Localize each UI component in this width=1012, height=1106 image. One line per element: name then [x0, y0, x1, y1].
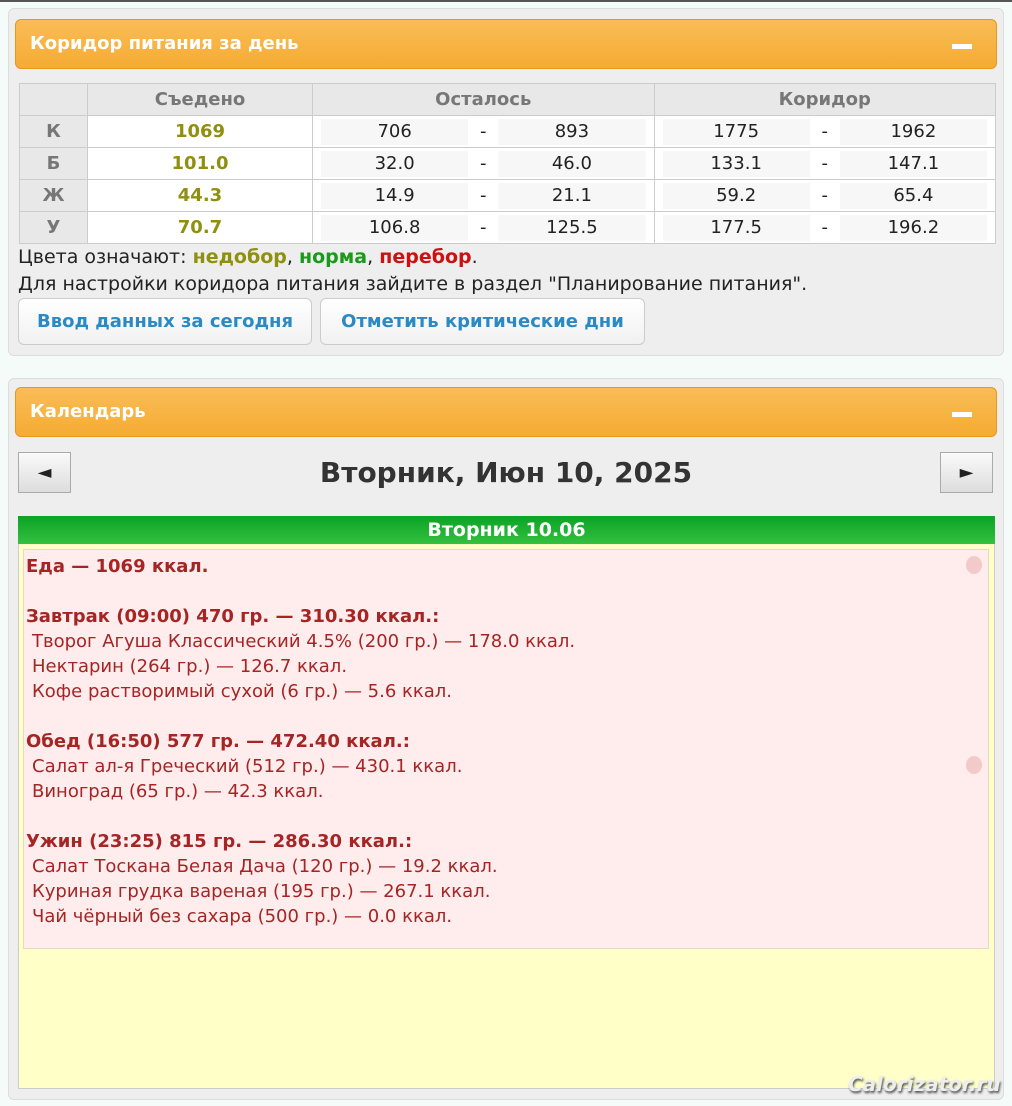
legend-under: недобор	[192, 246, 287, 268]
nutrient-label: Ж	[19, 179, 88, 212]
legend-norm: норма	[299, 246, 368, 268]
corridor-panel: Коридор питания за день Съедено Осталось К…	[8, 8, 1004, 356]
corridor-max: 1962	[839, 118, 987, 145]
meal-title: Завтрак (09:00) 470 гр. — 310.30 ккал.:	[26, 606, 440, 627]
eaten-value: 70.7	[87, 211, 313, 244]
day-header: Вторник 10.06	[18, 516, 995, 544]
collapse-icon[interactable]	[952, 44, 972, 49]
left-min: 14.9	[321, 182, 469, 209]
nutrient-label: К	[19, 115, 88, 148]
table-row: У 70.7 106.8-125.5 177.5-196.2	[19, 211, 996, 244]
left-max: 893	[498, 118, 646, 145]
left-max: 21.1	[498, 182, 646, 209]
food-item[interactable]: Чай чёрный без сахара (500 гр.) — 0.0 кк…	[32, 906, 453, 927]
food-item[interactable]: Нектарин (264 гр.) — 126.7 ккал.	[32, 656, 348, 677]
table-row: Ж 44.3 14.9-21.1 59.2-65.4	[19, 179, 996, 212]
left-max: 125.5	[498, 214, 646, 241]
range-dash: -	[480, 185, 487, 206]
food-item[interactable]: Виноград (65 гр.) — 42.3 ккал.	[32, 781, 324, 802]
corridor-min: 133.1	[662, 150, 810, 177]
calendar-panel: Календарь Вторник, Июн 10, 2025 ◄ ► Втор…	[8, 378, 1004, 1100]
corridor-header[interactable]: Коридор питания за день	[15, 19, 997, 69]
corridor-max: 147.1	[839, 150, 987, 177]
corridor-note: Для настройки коридора питания зайдите в…	[18, 273, 808, 295]
range-dash: -	[480, 153, 487, 174]
food-total: Еда — 1069 ккал.	[26, 556, 209, 577]
input-today-button[interactable]: Ввод данных за сегодня	[18, 298, 312, 345]
corridor-max: 196.2	[839, 214, 987, 241]
collapse-icon[interactable]	[952, 412, 972, 417]
food-item[interactable]: Кофе растворимый сухой (6 гр.) — 5.6 кка…	[32, 681, 453, 702]
corridor-min: 59.2	[662, 182, 810, 209]
day-content: Еда — 1069 ккал. Завтрак (09:00) 470 гр.…	[18, 544, 995, 1089]
range-dash: -	[821, 217, 829, 238]
corridor-table: Съедено Осталось Коридор К 1069 706-893 1775-…	[19, 83, 996, 244]
corridor-min: 1775	[662, 118, 810, 145]
col-header: Коридор	[653, 83, 996, 116]
eaten-value: 101.0	[87, 147, 313, 180]
prev-day-button[interactable]: ◄	[18, 452, 71, 493]
left-min: 706	[321, 118, 469, 145]
range-dash: -	[480, 121, 487, 142]
left-min: 32.0	[321, 150, 469, 177]
meal-title: Ужин (23:25) 815 гр. — 286.30 ккал.:	[26, 831, 413, 852]
color-legend: Цвета означают: недобор, норма, перебор.	[18, 246, 478, 268]
col-header: Съедено	[87, 83, 313, 116]
food-item[interactable]: Салат ал-я Греческий (512 гр.) — 430.1 к…	[32, 756, 463, 777]
left-min: 106.8	[321, 214, 469, 241]
meal-title: Обед (16:50) 577 гр. — 472.40 ккал.:	[26, 731, 410, 752]
corridor-max: 65.4	[839, 182, 987, 209]
food-item[interactable]: Куриная грудка вареная (195 гр.) — 267.1…	[32, 881, 491, 902]
top-border	[0, 0, 1012, 2]
calendar-date: Вторник, Июн 10, 2025	[319, 456, 693, 489]
eaten-value: 44.3	[87, 179, 313, 212]
range-dash: -	[821, 153, 829, 174]
panel-title: Коридор питания за день	[30, 33, 299, 54]
nutrient-label: Б	[19, 147, 88, 180]
corridor-min: 177.5	[662, 214, 810, 241]
table-row: К 1069 706-893 1775-1962	[19, 115, 996, 148]
food-item[interactable]: Творог Агуша Классический 4.5% (200 гр.)…	[32, 631, 576, 652]
critical-days-button[interactable]: Отметить критические дни	[320, 298, 645, 345]
apple-icon[interactable]	[966, 556, 982, 574]
next-day-button[interactable]: ►	[940, 452, 993, 493]
food-item[interactable]: Салат Тоскана Белая Дача (120 гр.) — 19.…	[32, 856, 498, 877]
apple-icon[interactable]	[966, 756, 982, 774]
nutrient-label: У	[19, 211, 88, 244]
col-header	[19, 83, 88, 116]
range-dash: -	[480, 217, 487, 238]
range-dash: -	[821, 185, 829, 206]
eaten-value: 1069	[87, 115, 313, 148]
col-header: Осталось	[312, 83, 655, 116]
table-row: Б 101.0 32.0-46.0 133.1-147.1	[19, 147, 996, 180]
calendar-header[interactable]: Календарь	[15, 387, 997, 437]
panel-title: Календарь	[30, 401, 146, 422]
range-dash: -	[821, 121, 829, 142]
food-box: Еда — 1069 ккал. Завтрак (09:00) 470 гр.…	[23, 549, 989, 949]
left-max: 46.0	[498, 150, 646, 177]
watermark-logo: Calorizator.ru	[848, 1072, 1001, 1096]
legend-over: перебор	[379, 246, 472, 268]
